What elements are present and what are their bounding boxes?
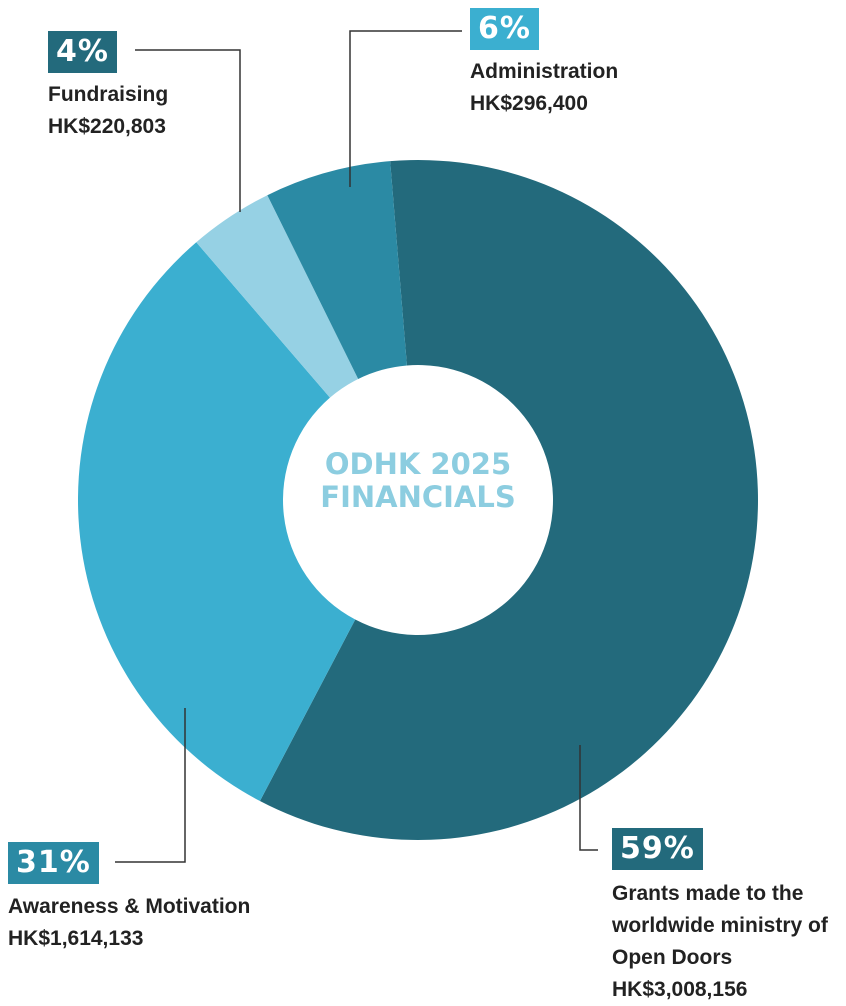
center-title: ODHK 2025 FINANCIALS <box>318 448 518 514</box>
category-label: Grants made to the worldwide ministry of… <box>612 878 844 1006</box>
category-name: Administration <box>470 60 619 83</box>
category-label: Awareness & Motivation HK$1,614,133 <box>8 891 328 955</box>
donut-slice <box>259 160 759 841</box>
donut-slice <box>78 242 356 802</box>
center-title-text: ODHK 2025 FINANCIALS <box>320 447 516 514</box>
leader-line <box>349 30 462 187</box>
category-amount: HK$220,803 <box>48 115 166 138</box>
donut-slice <box>267 161 407 379</box>
percent-label: 59% <box>612 828 703 870</box>
category-name: Grants made to the worldwide ministry of… <box>612 882 828 969</box>
category-name: Awareness & Motivation <box>8 895 251 918</box>
category-name: Fundraising <box>48 83 169 106</box>
category-amount: HK$3,008,156 <box>612 978 748 1001</box>
category-label: Fundraising HK$220,803 <box>48 79 268 143</box>
leader-line <box>579 745 598 851</box>
leader-line <box>115 708 186 863</box>
leader-line <box>135 49 241 212</box>
category-amount: HK$1,614,133 <box>8 927 144 950</box>
category-label: Administration HK$296,400 <box>470 56 730 120</box>
donut-slice <box>196 195 359 398</box>
category-amount: HK$296,400 <box>470 92 588 115</box>
percent-label: 6% <box>470 8 539 50</box>
percent-label: 31% <box>8 842 99 884</box>
percent-label: 4% <box>48 31 117 73</box>
